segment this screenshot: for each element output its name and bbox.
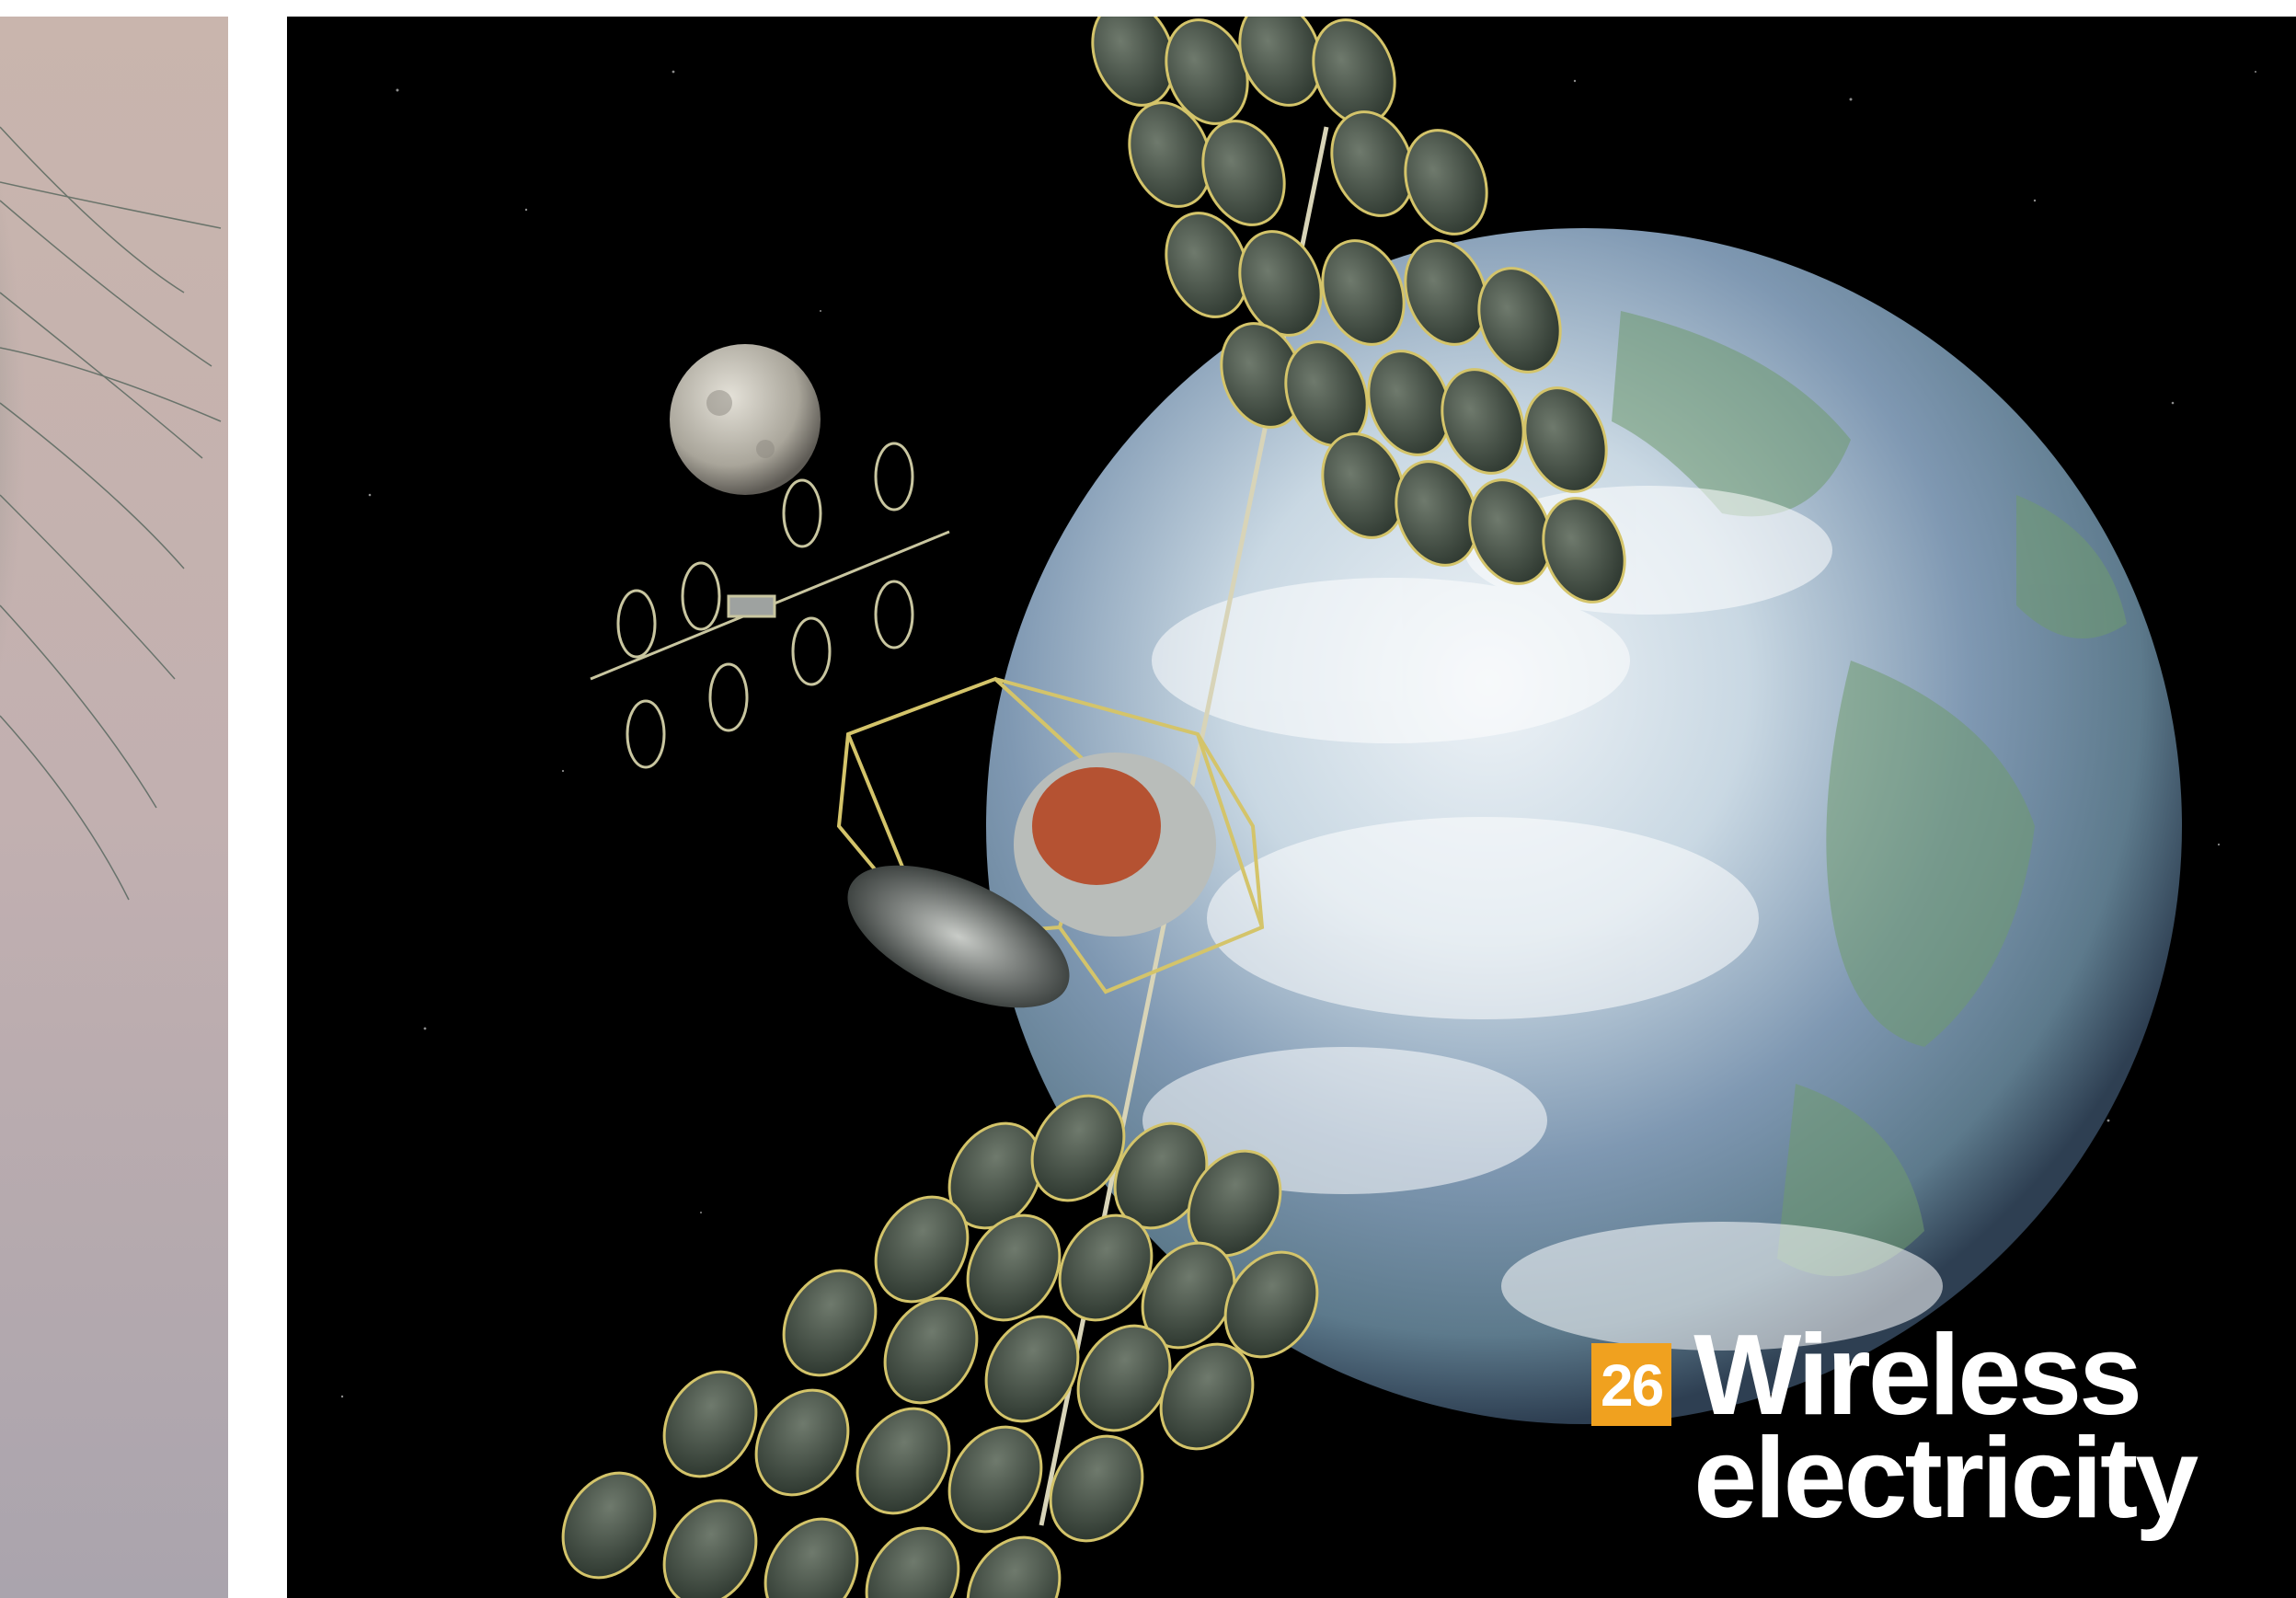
space-scene-graphic	[287, 17, 2296, 1598]
feature-headline[interactable]: 26 Wireless electricity	[1591, 1312, 2198, 1542]
solar-array-bottom	[561, 1094, 1319, 1598]
portrait-photo-crop	[0, 17, 228, 1598]
solar-array-top	[1091, 17, 1626, 604]
moon	[670, 344, 821, 495]
portrait-photo-graphic	[0, 17, 228, 1598]
title-line-2: electricity	[1693, 1414, 2198, 1542]
page-number-badge: 26	[1591, 1343, 1672, 1426]
small-satellite	[590, 442, 950, 769]
space-artwork	[287, 17, 2296, 1598]
feature-title: Wireless electricity	[1693, 1312, 2198, 1542]
title-line-1: Wireless	[1693, 1312, 2142, 1439]
earth	[986, 228, 2182, 1424]
transmitter-dish	[847, 753, 1216, 1008]
